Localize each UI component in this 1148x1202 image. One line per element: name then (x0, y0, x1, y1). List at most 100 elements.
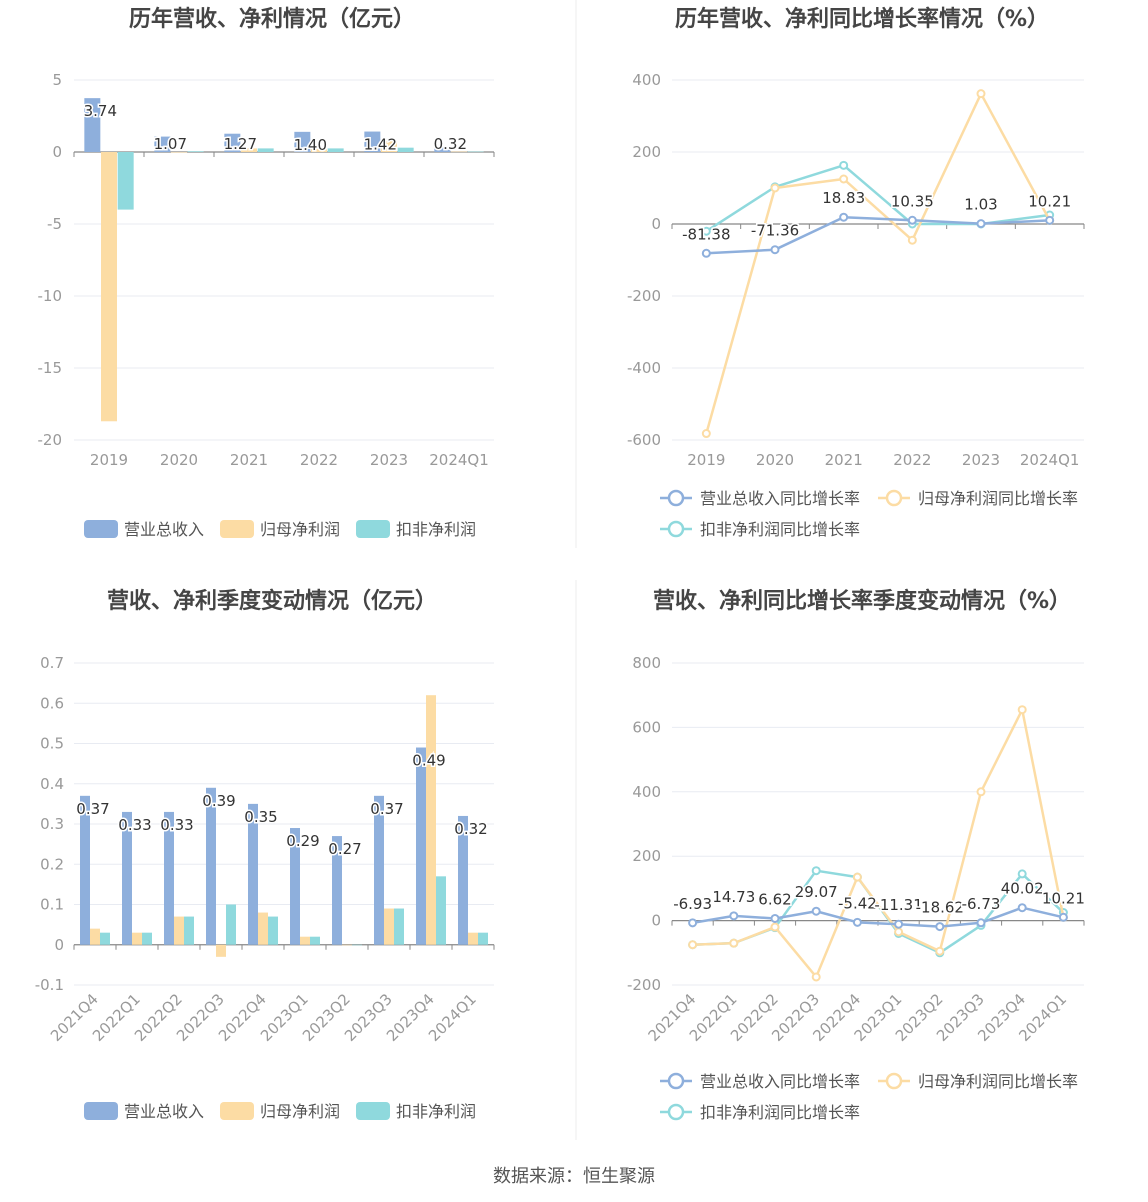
series-point (976, 918, 986, 928)
legend-label[interactable]: 扣非净利润同比增长率 (700, 520, 860, 539)
data-source-note: 数据来源：恒生聚源 (493, 1166, 655, 1187)
bar-revenue (154, 136, 171, 152)
legend-label[interactable]: 归母净利润同比增长率 (918, 489, 1078, 508)
legend-label[interactable]: 归母净利润 (260, 520, 340, 539)
series-point (1058, 912, 1068, 922)
series-point (811, 866, 821, 876)
bar-revenue (248, 803, 258, 945)
y-tick-label: 0.6 (40, 694, 64, 712)
series-point (701, 429, 711, 439)
y-tick-label: 5 (52, 71, 62, 89)
x-tick-label: 2021 (825, 451, 863, 469)
legend-label[interactable]: 扣非净利润 (396, 1102, 476, 1121)
bar-data-label: 0.29 (286, 832, 319, 850)
x-tick-label: 2020 (160, 451, 198, 469)
legend-marker (667, 1103, 685, 1121)
x-tick-label: 2023 (962, 451, 1000, 469)
bar-parent-profit (90, 928, 100, 945)
bar-deducted-profit (397, 147, 414, 152)
legend-label[interactable]: 营业总收入同比增长率 (700, 489, 860, 508)
series-point (976, 787, 986, 797)
series-point (907, 235, 917, 245)
bar-data-label: 1.27 (224, 135, 257, 153)
y-tick-label: 0 (651, 912, 661, 930)
bar-data-label: 3.74 (84, 102, 117, 120)
legend-label[interactable]: 营业总收入 (124, 1102, 204, 1121)
bar-parent-profit (468, 932, 478, 945)
series-point (852, 872, 862, 882)
bar-data-label: 0.49 (412, 752, 445, 770)
series-point (935, 922, 945, 932)
bar-parent-profit (174, 916, 184, 945)
legend-label[interactable]: 扣非净利润 (396, 520, 476, 539)
y-tick-label: -5 (47, 215, 62, 233)
y-tick-label: 800 (632, 654, 661, 672)
line-data-label: -11.31 (874, 896, 922, 914)
y-tick-label: -200 (627, 287, 661, 305)
bar-parent-profit (451, 151, 467, 153)
series-point (811, 972, 821, 982)
bar-parent-profit (381, 141, 397, 152)
series-point (1017, 705, 1027, 715)
series-line-revenue-growth (706, 215, 1050, 255)
legend-label[interactable]: 扣非净利润同比增长率 (700, 1103, 860, 1122)
y-tick-label: 0 (651, 215, 661, 233)
y-tick-label: 400 (632, 71, 661, 89)
y-tick-label: -20 (38, 431, 63, 449)
series-point (701, 226, 711, 236)
bar-parent-profit (101, 152, 117, 422)
series-point (770, 922, 780, 932)
y-tick-label: 0.2 (40, 855, 64, 873)
y-tick-label: 0 (54, 936, 64, 954)
x-tick-label: 2020 (756, 451, 794, 469)
bar-parent-profit (384, 908, 394, 945)
chart-title: 营收、净利季度变动情况（亿元） (107, 588, 437, 614)
series-point (770, 183, 780, 193)
bar-deducted-profit (226, 904, 236, 945)
series-point (839, 174, 849, 184)
x-tick-label: 2023 (370, 451, 408, 469)
bar-deducted-profit (187, 151, 204, 152)
bar-deducted-profit (310, 936, 320, 945)
series-point (770, 245, 780, 255)
series-line-parent-profit-growth (705, 92, 1051, 434)
bar-data-label: 0.32 (434, 135, 467, 153)
legend-label[interactable]: 归母净利润 (260, 1102, 340, 1121)
legend-label[interactable]: 营业总收入同比增长率 (700, 1072, 860, 1091)
chart-panel-1: 历年营收、净利情况（亿元） 5 0 -5 -10 -15 -20 2019 2020 2021 20… (38, 6, 495, 539)
bar-parent-profit (300, 936, 310, 945)
series-point (935, 946, 945, 956)
bar-data-label: 0.33 (118, 816, 151, 834)
bar-revenue (374, 795, 384, 945)
bar-data-label: 1.07 (154, 135, 187, 153)
chart-title: 营收、净利同比增长率季度变动情况（%） (653, 588, 1071, 614)
line-data-label: 10.21 (1042, 889, 1085, 907)
x-tick-label: 2022 (300, 451, 338, 469)
bar-deducted-profit (100, 932, 110, 945)
bar-deducted-profit (327, 148, 344, 152)
y-tick-label: -400 (627, 359, 661, 377)
bar-revenue (364, 131, 381, 152)
y-tick-label: 200 (632, 143, 661, 161)
x-tick-label: 2019 (90, 451, 128, 469)
bar-deducted-profit (478, 932, 488, 945)
bar-data-label: 0.35 (244, 808, 277, 826)
chart-panel-3: 营收、净利季度变动情况（亿元） 0.7 0.6 0.5 0.4 0.3 0.2 0.1 0 -0.… (35, 588, 495, 1121)
bar-revenue (80, 795, 90, 945)
y-tick-label: 0 (52, 143, 62, 161)
line-data-label: -71.36 (751, 222, 799, 240)
line-data-label: -81.38 (682, 225, 730, 243)
bar-deducted-profit (184, 916, 194, 945)
series-point (729, 938, 739, 948)
legend-label[interactable]: 归母净利润同比增长率 (918, 1072, 1078, 1091)
series-point (839, 212, 849, 222)
bar-revenue (332, 836, 342, 945)
legend-label[interactable]: 营业总收入 (124, 520, 204, 539)
line-data-label: -5.42 (838, 894, 877, 912)
legend-swatch (220, 1102, 254, 1120)
series-point (894, 919, 904, 929)
chart-title: 历年营收、净利情况（亿元） (129, 6, 415, 32)
series-point (770, 913, 780, 923)
bar-parent-profit (132, 932, 142, 945)
